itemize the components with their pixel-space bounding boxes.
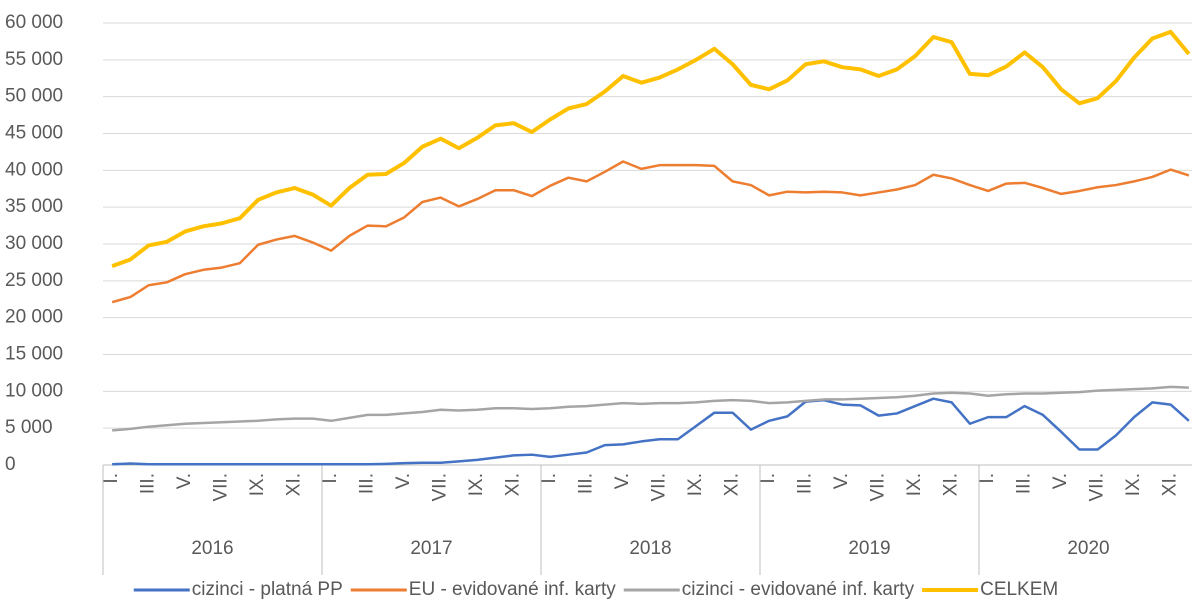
x-tick-label: I. xyxy=(758,473,779,484)
x-tick-label: III. xyxy=(576,473,597,494)
x-tick-label: III. xyxy=(1014,473,1035,494)
x-tick-label: V. xyxy=(612,473,633,489)
y-tick-label: 30 000 xyxy=(5,233,63,254)
y-tick-label: 60 000 xyxy=(5,12,63,33)
x-tick-label: VII. xyxy=(430,473,451,502)
x-group-label: 2018 xyxy=(629,538,671,559)
legend: cizinci - platná PP EU - evidované inf. k… xyxy=(133,579,1058,600)
legend-label: cizinci - evidované inf. karty xyxy=(682,579,915,600)
y-tick-label: 25 000 xyxy=(5,270,63,291)
x-tick-label: V. xyxy=(831,473,852,489)
x-tick-label: VII. xyxy=(211,473,232,502)
y-tick-label: 45 000 xyxy=(5,123,63,144)
series-line xyxy=(111,29,1191,268)
y-tick-label: 40 000 xyxy=(5,159,63,180)
x-tick-label: VII. xyxy=(1087,473,1108,502)
x-tick-label: IX. xyxy=(904,473,925,496)
x-tick-label: I. xyxy=(101,473,122,484)
x-tick-label: III. xyxy=(138,473,159,494)
x-group-label: 2019 xyxy=(848,538,890,559)
y-tick-label: 50 000 xyxy=(5,86,63,107)
y-tick-label: 20 000 xyxy=(5,307,63,328)
x-tick-label: VII. xyxy=(649,473,670,502)
x-tick-label: V. xyxy=(1050,473,1071,489)
x-tick-label: IX. xyxy=(466,473,487,496)
y-tick-label: 0 xyxy=(5,454,16,475)
legend-label: EU - evidované inf. karty xyxy=(409,579,616,600)
legend-label: cizinci - platná PP xyxy=(192,579,343,600)
x-tick-label: XI. xyxy=(941,473,962,496)
y-tick-label: 15 000 xyxy=(5,344,63,365)
series-line xyxy=(111,160,1190,304)
x-tick-label: V. xyxy=(393,473,414,489)
x-tick-label: V. xyxy=(174,473,195,489)
x-tick-label: I. xyxy=(977,473,998,484)
x-tick-label: XI. xyxy=(1160,473,1181,496)
series-line xyxy=(112,385,1189,432)
x-tick-label: IX. xyxy=(685,473,706,496)
x-tick-label: I. xyxy=(539,473,560,484)
y-tick-label: 55 000 xyxy=(5,49,63,70)
x-tick-label: III. xyxy=(357,473,378,494)
x-group-label: 2020 xyxy=(1067,538,1109,559)
x-tick-label: I. xyxy=(320,473,341,484)
x-group-label: 2016 xyxy=(191,538,233,559)
x-group-label: 2017 xyxy=(410,538,452,559)
y-tick-label: 10 000 xyxy=(5,380,63,401)
x-tick-label: VII. xyxy=(868,473,889,502)
series-line xyxy=(112,397,1190,466)
y-tick-label: 35 000 xyxy=(5,196,63,217)
x-tick-label: III. xyxy=(795,473,816,494)
x-tick-label: XI. xyxy=(722,473,743,496)
x-tick-label: IX. xyxy=(247,473,268,496)
legend-label: CELKEM xyxy=(980,579,1058,600)
x-tick-label: XI. xyxy=(284,473,305,496)
y-tick-label: 5 000 xyxy=(5,417,53,438)
x-tick-label: IX. xyxy=(1123,473,1144,496)
x-tick-label: XI. xyxy=(503,473,524,496)
